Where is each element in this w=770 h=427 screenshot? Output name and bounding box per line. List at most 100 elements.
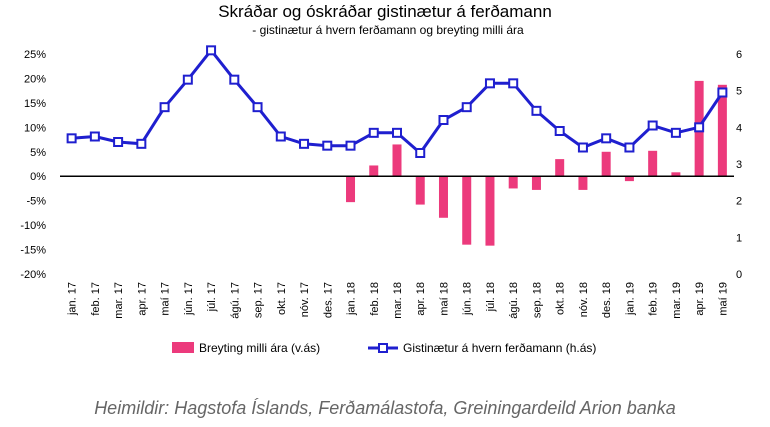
bar <box>531 176 541 190</box>
line-point <box>252 102 263 113</box>
left-tick-label: 15% <box>24 98 46 110</box>
left-tick-label: 5% <box>30 147 46 159</box>
line-point <box>717 87 728 98</box>
line-point <box>624 142 635 153</box>
line-point <box>601 133 612 144</box>
left-tick-label: -20% <box>20 269 46 281</box>
right-tick-label: 1 <box>736 232 742 244</box>
category-label: okt. 18 <box>555 282 567 315</box>
category-label: apr. 17 <box>136 282 148 316</box>
line-point <box>275 131 286 142</box>
legend-line-label: Gistinætur á hvern ferðamann (h.ás) <box>403 341 596 355</box>
line-point <box>299 138 310 149</box>
category-label: maí 17 <box>160 282 172 316</box>
line-point <box>670 127 681 138</box>
category-label: júl. 17 <box>206 282 218 312</box>
category-axis: jan. 17 feb. 17 mar. 17 apr. 17 maí 17 jún. 1… <box>67 282 730 319</box>
bar <box>415 176 425 205</box>
category-label: feb. 18 <box>369 282 381 316</box>
line-point <box>159 102 170 113</box>
category-label: apr. 19 <box>694 282 706 316</box>
category-label: maí 18 <box>438 282 450 316</box>
bar <box>438 176 448 218</box>
line-series <box>66 45 728 158</box>
category-label: feb. 19 <box>648 282 660 316</box>
line-point <box>182 74 193 85</box>
bar <box>485 176 495 246</box>
line-point <box>415 148 426 158</box>
category-label: jan. 17 <box>67 282 79 316</box>
line-point <box>531 105 542 116</box>
category-label: feb. 17 <box>90 282 102 316</box>
category-label: des. 18 <box>601 282 613 318</box>
category-label: maí 19 <box>717 282 729 316</box>
left-tick-label: -15% <box>20 245 46 257</box>
legend-line-marker <box>378 343 388 353</box>
line-point <box>577 142 588 153</box>
right-tick-label: 2 <box>736 196 742 208</box>
line-point <box>694 122 705 133</box>
bar <box>369 165 379 177</box>
category-label: sep. 18 <box>531 282 543 318</box>
bar <box>392 144 402 177</box>
chart: Skráðar og óskráðar gistinætur á ferðama… <box>20 2 742 355</box>
right-axis: 0 1 2 3 4 5 6 <box>736 49 742 281</box>
line-point <box>113 137 124 147</box>
category-label: mar. 17 <box>113 282 125 319</box>
line-point <box>229 74 240 85</box>
bar <box>671 172 681 177</box>
line-point <box>508 78 519 89</box>
category-label: jún. 18 <box>462 282 474 316</box>
category-label: sep. 17 <box>253 282 265 318</box>
bar <box>555 159 565 177</box>
bar <box>648 150 658 177</box>
chart-subtitle: - gistinætur á hvern ferðamann og breyti… <box>252 23 524 37</box>
category-label: nóv. 17 <box>299 282 311 317</box>
line-point <box>438 115 449 125</box>
bar <box>508 176 518 189</box>
right-tick-label: 4 <box>736 122 742 134</box>
bar <box>578 176 588 190</box>
category-label: okt. 17 <box>276 282 288 315</box>
line-point <box>554 126 565 136</box>
line-point <box>461 102 472 113</box>
category-label: des. 17 <box>322 282 334 318</box>
bar-series <box>346 80 727 246</box>
category-label: ágú. 17 <box>229 282 241 319</box>
source-note: Heimildir: Hagstofa Íslands, Ferðamálast… <box>94 398 676 418</box>
right-tick-label: 6 <box>736 49 742 61</box>
category-label: nóv. 18 <box>578 282 590 317</box>
category-label: jan. 19 <box>624 282 636 316</box>
line-point <box>647 120 658 131</box>
bar <box>462 176 472 245</box>
line-point <box>66 133 77 144</box>
line-point <box>345 140 356 151</box>
line-point <box>136 138 147 149</box>
right-tick-label: 5 <box>736 86 742 98</box>
category-label: júl. 18 <box>485 282 497 312</box>
category-label: ágú. 18 <box>508 282 520 319</box>
right-tick-label: 0 <box>736 269 742 281</box>
category-label: jún. 17 <box>183 282 195 316</box>
bar <box>601 151 611 177</box>
left-tick-label: 0% <box>30 171 46 183</box>
category-label: mar. 18 <box>392 282 404 319</box>
line-point <box>368 127 379 138</box>
line-point <box>206 45 217 56</box>
left-tick-label: 10% <box>24 122 46 134</box>
legend-bar-label: Breyting milli ára (v.ás) <box>199 341 320 355</box>
line-point <box>89 131 100 142</box>
left-tick-label: -5% <box>26 196 46 208</box>
left-tick-label: 25% <box>24 49 46 61</box>
category-label: jan. 18 <box>346 282 358 316</box>
bar <box>624 176 634 182</box>
right-tick-label: 3 <box>736 159 742 171</box>
category-label: mar. 19 <box>671 282 683 319</box>
left-tick-label: -10% <box>20 220 46 232</box>
line-point <box>322 140 333 151</box>
legend: Breyting milli ára (v.ás) Gistinætur á h… <box>172 341 596 355</box>
chart-title: Skráðar og óskráðar gistinætur á ferðama… <box>218 2 552 21</box>
legend-bar-swatch <box>172 342 194 353</box>
bar <box>346 176 356 203</box>
line-point <box>484 78 495 89</box>
